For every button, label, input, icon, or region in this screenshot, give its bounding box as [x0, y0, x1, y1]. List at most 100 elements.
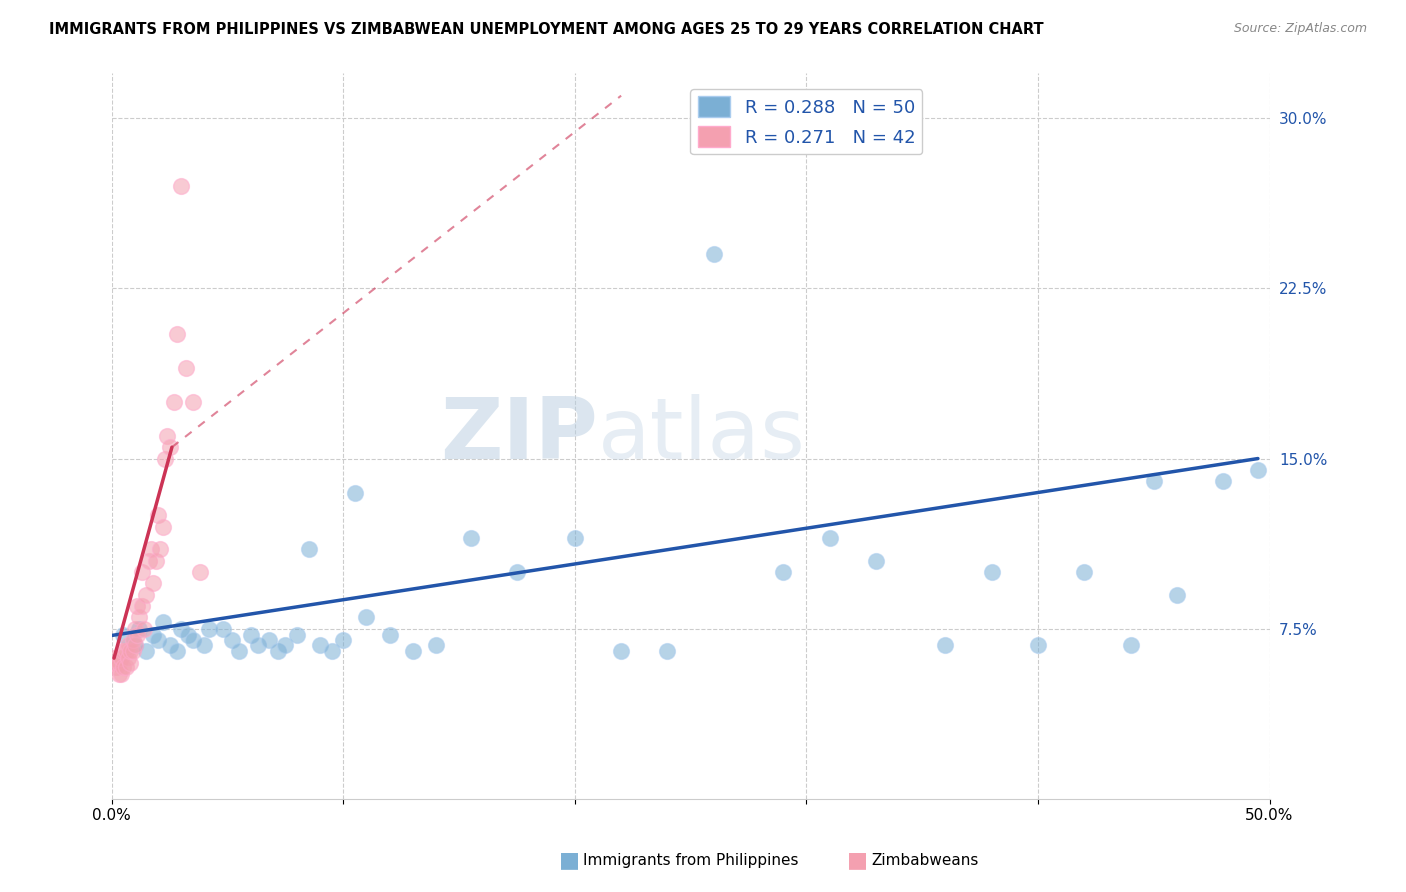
- Point: [103, 651, 125, 665]
- Point: [112, 660, 135, 674]
- Point: [128, 610, 150, 624]
- Point: [149, 542, 172, 557]
- Point: [152, 615, 174, 629]
- Point: [193, 638, 215, 652]
- Text: ■: ■: [848, 850, 868, 870]
- Point: [134, 622, 156, 636]
- Point: [142, 628, 165, 642]
- Point: [174, 360, 197, 375]
- Point: [198, 622, 221, 636]
- Text: ■: ■: [560, 850, 579, 870]
- Point: [170, 622, 193, 636]
- Text: ZIP: ZIP: [440, 394, 598, 477]
- Point: [321, 644, 343, 658]
- Point: [110, 667, 132, 681]
- Point: [117, 651, 139, 665]
- Point: [112, 644, 135, 658]
- Point: [145, 553, 167, 567]
- Point: [131, 565, 153, 579]
- Point: [1026, 638, 1049, 652]
- Point: [181, 632, 204, 647]
- Point: [159, 440, 181, 454]
- Point: [818, 531, 841, 545]
- Point: [564, 531, 586, 545]
- Point: [117, 638, 139, 652]
- Point: [170, 179, 193, 194]
- Point: [120, 644, 142, 658]
- Point: [124, 638, 146, 652]
- Point: [865, 553, 887, 567]
- Point: [135, 644, 157, 658]
- Point: [257, 632, 280, 647]
- Point: [274, 638, 297, 652]
- Point: [980, 565, 1002, 579]
- Point: [212, 622, 235, 636]
- Point: [138, 553, 160, 567]
- Point: [506, 565, 529, 579]
- Point: [239, 628, 262, 642]
- Point: [772, 565, 794, 579]
- Point: [121, 644, 143, 658]
- Legend: R = 0.288   N = 50, R = 0.271   N = 42: R = 0.288 N = 50, R = 0.271 N = 42: [690, 89, 922, 154]
- Point: [105, 660, 128, 674]
- Point: [309, 638, 332, 652]
- Point: [135, 588, 157, 602]
- Point: [166, 644, 188, 658]
- Point: [285, 628, 308, 642]
- Point: [378, 628, 401, 642]
- Point: [124, 622, 146, 636]
- Point: [131, 599, 153, 613]
- Point: [188, 565, 211, 579]
- Point: [153, 451, 176, 466]
- Point: [657, 644, 679, 658]
- Point: [1247, 463, 1270, 477]
- Point: [1119, 638, 1142, 652]
- Point: [114, 644, 136, 658]
- Point: [332, 632, 354, 647]
- Point: [146, 632, 169, 647]
- Text: IMMIGRANTS FROM PHILIPPINES VS ZIMBABWEAN UNEMPLOYMENT AMONG AGES 25 TO 29 YEARS: IMMIGRANTS FROM PHILIPPINES VS ZIMBABWEA…: [49, 22, 1043, 37]
- Point: [1073, 565, 1095, 579]
- Point: [152, 519, 174, 533]
- Point: [139, 542, 162, 557]
- Text: Source: ZipAtlas.com: Source: ZipAtlas.com: [1233, 22, 1367, 36]
- Point: [110, 651, 132, 665]
- Text: Zimbabweans: Zimbabweans: [872, 853, 979, 868]
- Point: [142, 576, 165, 591]
- Point: [112, 628, 135, 642]
- Point: [128, 622, 150, 636]
- Point: [610, 644, 633, 658]
- Point: [703, 247, 725, 261]
- Point: [121, 632, 143, 647]
- Point: [124, 638, 146, 652]
- Point: [127, 628, 149, 642]
- Point: [146, 508, 169, 523]
- Point: [1166, 588, 1188, 602]
- Point: [120, 656, 142, 670]
- Point: [297, 542, 319, 557]
- Point: [105, 656, 128, 670]
- Text: atlas: atlas: [598, 394, 806, 477]
- Point: [107, 656, 129, 670]
- Point: [1143, 474, 1166, 488]
- Point: [246, 638, 269, 652]
- Point: [267, 644, 290, 658]
- Point: [166, 326, 188, 341]
- Point: [181, 395, 204, 409]
- Point: [163, 395, 186, 409]
- Point: [159, 638, 181, 652]
- Point: [460, 531, 482, 545]
- Point: [402, 644, 425, 658]
- Point: [156, 429, 179, 443]
- Point: [114, 660, 136, 674]
- Point: [177, 628, 200, 642]
- Point: [425, 638, 447, 652]
- Point: [127, 599, 149, 613]
- Point: [343, 485, 366, 500]
- Point: [107, 667, 129, 681]
- Point: [356, 610, 378, 624]
- Point: [934, 638, 956, 652]
- Point: [221, 632, 243, 647]
- Text: Immigrants from Philippines: Immigrants from Philippines: [583, 853, 799, 868]
- Point: [228, 644, 250, 658]
